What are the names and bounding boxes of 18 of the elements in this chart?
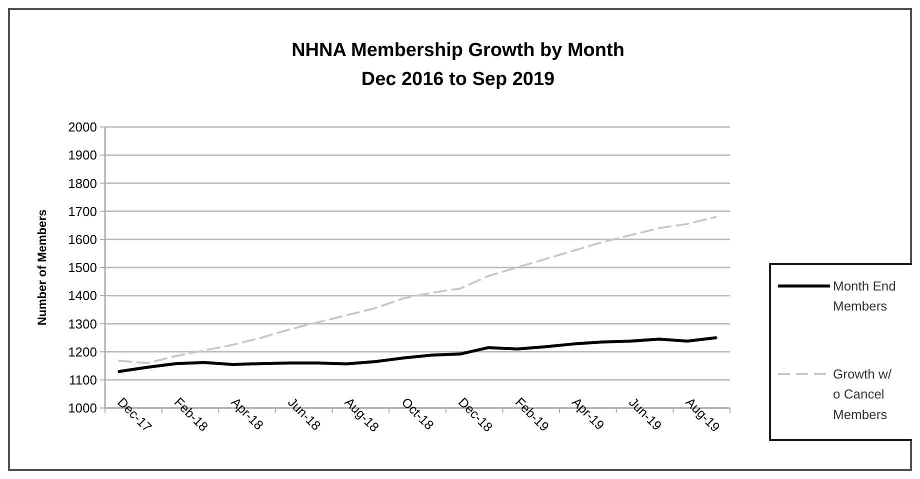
y-tick-label: 1300 [68, 316, 97, 332]
chart-subtitle: Dec 2016 to Sep 2019 [361, 69, 555, 90]
y-tick-label: 1800 [68, 176, 97, 191]
line-series [118, 336, 718, 373]
y-tick-label: 2000 [68, 120, 97, 135]
chart-title: NHNA Membership Growth by Month [292, 40, 624, 61]
y-tick-label: 1700 [68, 204, 97, 219]
y-tick-label: 1900 [68, 148, 97, 163]
legend-label: Month End Members [833, 278, 896, 314]
y-tick-label: 1000 [68, 400, 97, 416]
y-axis-title: Number of Members [35, 209, 49, 326]
y-tick-label: 1400 [68, 288, 97, 304]
y-tick-label: 1500 [68, 260, 97, 276]
y-tick-label: 1200 [68, 344, 97, 360]
legend-label: Growth w/ o Cancel Members [833, 366, 892, 422]
y-tick-label: 1100 [69, 372, 97, 388]
line-series [118, 216, 717, 364]
y-tick-label: 1600 [68, 232, 97, 247]
